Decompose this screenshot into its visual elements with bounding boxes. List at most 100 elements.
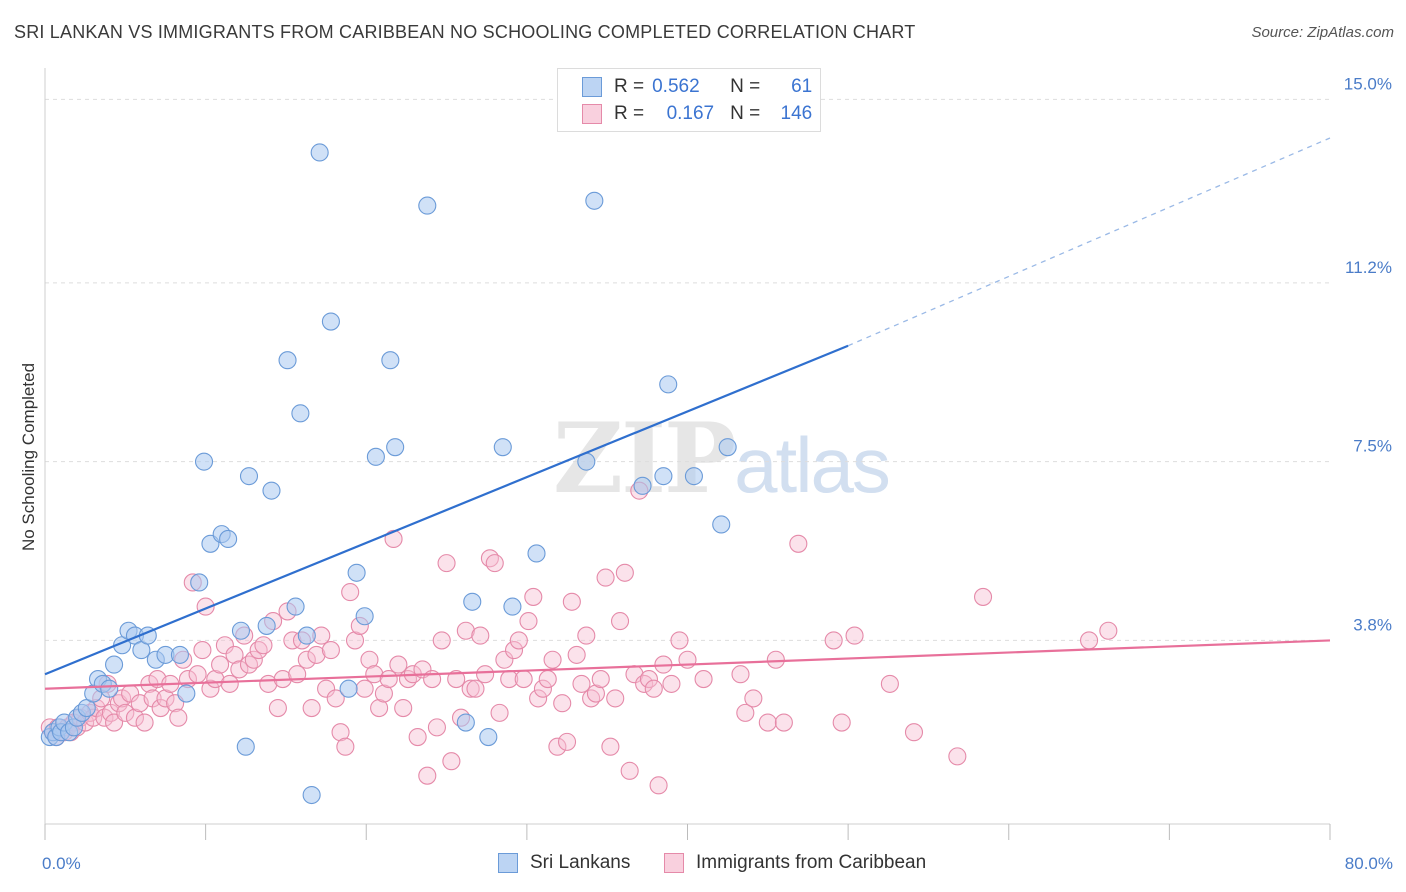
- legend-r-value: 0.562: [652, 76, 700, 97]
- chart-title: SRI LANKAN VS IMMIGRANTS FROM CARIBBEAN …: [14, 22, 916, 42]
- caribbean-point: [662, 674, 681, 693]
- srilankan-point: [236, 737, 255, 756]
- srilankan-point: [302, 785, 321, 805]
- caribbean-point: [880, 674, 899, 693]
- caribbean-point: [151, 699, 170, 718]
- srilankan-point: [286, 597, 305, 616]
- caribbean-point: [845, 626, 864, 645]
- caribbean-point: [302, 699, 321, 718]
- caribbean-point: [758, 713, 777, 732]
- caribbean-point: [649, 776, 668, 795]
- caribbean-point: [490, 703, 509, 722]
- trend-lines: [44, 137, 1331, 690]
- y-axis-label: No Schooling Completed: [19, 363, 38, 551]
- caribbean-point: [495, 650, 514, 669]
- srilankan-point: [654, 467, 673, 486]
- caribbean-point: [374, 684, 393, 703]
- x-tick-label: 80.0%: [1345, 854, 1393, 873]
- caribbean-point: [572, 674, 591, 693]
- caribbean-point: [326, 689, 345, 708]
- srilankan-point: [219, 529, 238, 549]
- caribbean-point: [211, 655, 230, 674]
- legend-n-value: 146: [780, 103, 813, 124]
- caribbean-point: [447, 670, 466, 689]
- caribbean-point: [567, 645, 586, 664]
- y-tick-label: 11.2%: [1345, 258, 1392, 277]
- caribbean-point: [379, 670, 398, 689]
- caribbean-point: [116, 703, 135, 722]
- srilankan-point: [339, 679, 358, 698]
- caribbean-point: [577, 626, 596, 645]
- caribbean-point: [355, 679, 374, 698]
- caribbean-point: [341, 583, 360, 602]
- caribbean-point: [408, 727, 427, 747]
- caribbean-point: [832, 713, 851, 732]
- caribbean-point: [317, 679, 336, 698]
- caribbean-point: [670, 631, 689, 650]
- srilankan-trend-line: [44, 344, 849, 676]
- caribbean-point: [731, 665, 750, 684]
- srilankan-point: [366, 447, 385, 466]
- caribbean-point: [456, 621, 475, 640]
- caribbean-point: [268, 699, 287, 718]
- caribbean-point: [620, 761, 639, 780]
- srilankan-point: [633, 476, 652, 495]
- bottom-legend-srilankans: Sri Lankans: [498, 852, 630, 874]
- y-tick-label: 15.0%: [1344, 74, 1392, 93]
- srilankan-point: [479, 727, 498, 747]
- caribbean-point: [519, 612, 538, 631]
- caribbean-trend-line: [44, 639, 1331, 690]
- caribbean-point: [562, 592, 581, 611]
- caribbean-point: [606, 689, 625, 708]
- srilankan-point: [503, 597, 522, 616]
- srilankan-point: [463, 592, 482, 611]
- caribbean-point: [824, 631, 843, 650]
- srilankan-point: [386, 438, 405, 457]
- srilankan-point: [239, 467, 259, 486]
- srilankan-point: [585, 191, 604, 210]
- caribbean-point: [586, 684, 605, 703]
- caribbean-point: [225, 645, 244, 664]
- srilankan-point: [456, 713, 475, 732]
- watermark-atlas: atlas: [734, 421, 891, 509]
- srilankan-point: [347, 563, 366, 582]
- caribbean-point: [615, 563, 634, 582]
- legend-r-value: 0.167: [666, 103, 715, 124]
- caribbean-point: [201, 679, 220, 698]
- srilankan-point: [321, 312, 340, 331]
- caribbean-point: [485, 554, 504, 573]
- caribbean-point: [336, 737, 355, 756]
- caribbean-point: [529, 689, 548, 708]
- gridlines: [45, 98, 1330, 641]
- caribbean-point: [610, 612, 630, 631]
- caribbean-point: [509, 631, 528, 650]
- bottom-legend-label-srilankans: Sri Lankans: [530, 852, 631, 873]
- caribbean-point: [466, 679, 485, 698]
- caribbean-point: [307, 645, 326, 664]
- srilankan-point: [355, 607, 374, 626]
- caribbean-point: [471, 626, 490, 645]
- caribbean-point: [601, 737, 620, 756]
- srilankan-point: [100, 679, 119, 698]
- legend: R = 0.562 N = 61 R = 0.167 N = 146: [557, 68, 821, 132]
- caribbean-point: [442, 752, 461, 771]
- caribbean-point: [694, 670, 713, 689]
- caribbean-point: [514, 670, 533, 689]
- caribbean-point: [480, 549, 499, 568]
- bottom-legend-label-caribbean: Immigrants from Caribbean: [696, 852, 927, 873]
- caribbean-point: [1099, 621, 1118, 640]
- srilankan-point: [381, 351, 400, 370]
- caribbean-point: [948, 747, 967, 766]
- y-tick-label: 7.5%: [1353, 437, 1392, 456]
- caribbean-point: [384, 529, 403, 549]
- caribbean-point: [533, 679, 552, 698]
- bottom-legend: Sri Lankans Immigrants from Caribbean: [0, 852, 1406, 876]
- caribbean-point: [331, 723, 350, 742]
- caribbean-point: [321, 641, 340, 660]
- caribbean-point: [360, 650, 379, 669]
- caribbean-point: [254, 636, 273, 655]
- caribbean-point: [244, 650, 263, 669]
- caribbean-point: [524, 587, 543, 606]
- caribbean-point: [557, 732, 577, 751]
- legend-row-srilankans: R = 0.562 N = 61: [582, 75, 812, 99]
